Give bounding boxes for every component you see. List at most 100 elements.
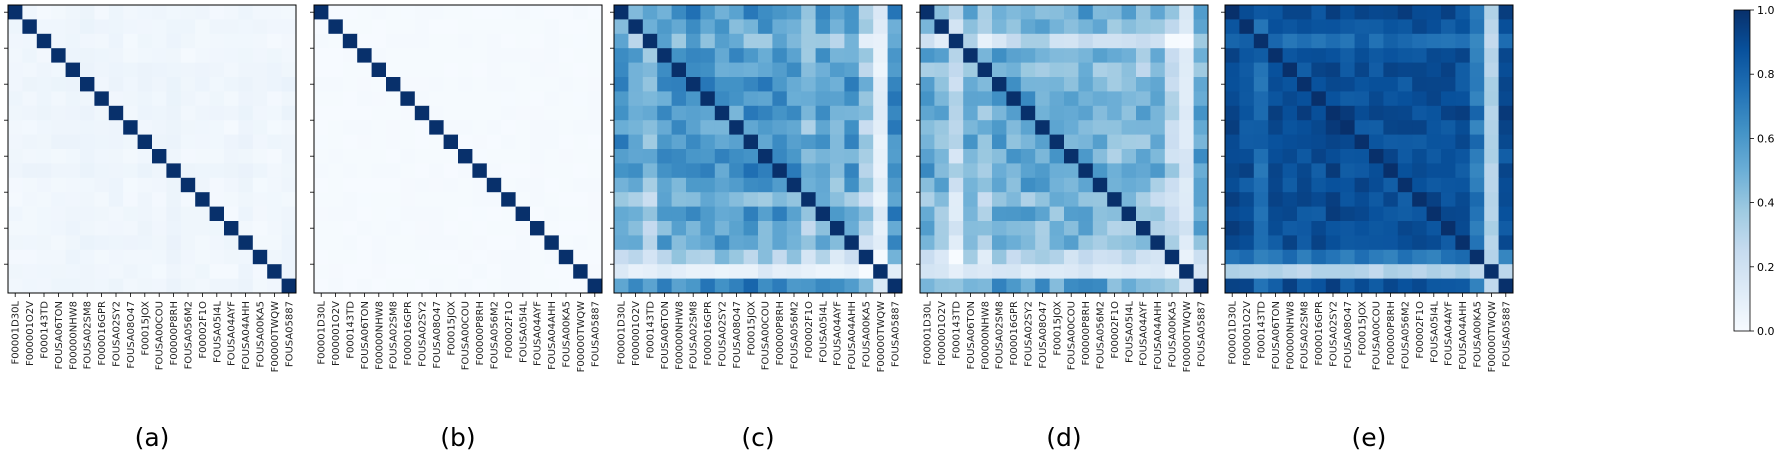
heatmap-cell xyxy=(1193,221,1209,236)
heatmap-cell xyxy=(400,264,416,279)
heatmap-cell xyxy=(36,33,52,49)
heatmap-frame xyxy=(313,4,603,294)
x-tick-label: F00002F1O xyxy=(804,301,815,359)
heatmap-cell xyxy=(743,5,759,20)
heatmap-cell xyxy=(1150,120,1166,135)
heatmap-cell xyxy=(1107,91,1122,107)
heatmap-cell xyxy=(1035,5,1050,20)
heatmap-cell xyxy=(1006,105,1022,121)
heatmap-cell xyxy=(400,235,416,251)
heatmap-cell xyxy=(1268,105,1283,121)
heatmap-cell xyxy=(486,77,502,92)
heatmap-cell xyxy=(1020,278,1036,294)
heatmap-cell xyxy=(357,91,372,107)
heatmap-cell xyxy=(224,91,239,107)
heatmap-cell xyxy=(1369,5,1384,20)
heatmap-cell xyxy=(357,278,372,294)
heatmap-cell xyxy=(1282,235,1298,251)
heatmap-cell xyxy=(1455,206,1471,222)
heatmap-cell xyxy=(414,264,430,279)
heatmap-cell xyxy=(887,177,903,193)
heatmap-cell xyxy=(429,149,444,164)
heatmap-cell xyxy=(108,163,124,179)
x-tick-label: FOUSA06TON xyxy=(1271,301,1282,370)
heatmap-cell xyxy=(948,206,964,222)
heatmap-cell xyxy=(281,177,297,193)
heatmap-cell xyxy=(1282,177,1298,193)
heatmap-cell xyxy=(80,163,95,179)
heatmap-cell xyxy=(801,278,816,294)
heatmap-cell xyxy=(671,62,687,78)
heatmap-cell xyxy=(443,149,459,164)
x-tick-label: FOUSA06TON xyxy=(660,301,671,370)
heatmap-cell xyxy=(281,192,297,207)
heatmap-cell xyxy=(686,77,701,92)
heatmap-cell xyxy=(686,249,701,265)
heatmap-cell xyxy=(1498,77,1514,92)
heatmap-cell xyxy=(948,77,964,92)
heatmap-cell xyxy=(772,177,788,193)
heatmap-cell xyxy=(443,105,459,121)
heatmap-cell xyxy=(314,5,329,20)
heatmap-cell xyxy=(1179,77,1194,92)
heatmap-cell xyxy=(743,91,759,107)
heatmap-cell xyxy=(36,48,52,63)
heatmap-cell xyxy=(195,120,210,135)
heatmap-cell xyxy=(628,206,644,222)
heatmap-cell xyxy=(1049,149,1065,164)
heatmap-cell xyxy=(714,134,730,150)
heatmap-cell xyxy=(314,163,329,179)
heatmap-cell xyxy=(1107,48,1122,63)
heatmap-cell xyxy=(1092,221,1108,236)
heatmap-cell xyxy=(51,221,66,236)
heatmap-cell xyxy=(887,235,903,251)
heatmap-cell xyxy=(1369,62,1384,78)
heatmap-cell xyxy=(36,91,52,107)
heatmap-cell xyxy=(472,48,488,63)
heatmap-cell xyxy=(252,105,268,121)
heatmap-cell xyxy=(267,48,282,63)
heatmap-cell xyxy=(844,19,860,35)
heatmap-cell xyxy=(458,77,473,92)
heatmap-cell xyxy=(1253,33,1269,49)
heatmap-cell xyxy=(386,134,401,150)
heatmap-cell xyxy=(1239,5,1255,20)
heatmap-cell xyxy=(1325,5,1341,20)
heatmap-cell xyxy=(614,19,629,35)
heatmap-cell xyxy=(1064,77,1079,92)
heatmap-cell xyxy=(1121,105,1137,121)
heatmap-cell xyxy=(628,221,644,236)
heatmap-cell xyxy=(530,249,545,265)
heatmap-cell xyxy=(195,264,210,279)
heatmap-cell xyxy=(1121,177,1137,193)
heatmap-cell xyxy=(1426,91,1442,107)
heatmap-cell xyxy=(36,177,52,193)
heatmap-cell xyxy=(1049,278,1065,294)
heatmap-cell xyxy=(1498,5,1514,20)
heatmap-cell xyxy=(1484,221,1499,236)
heatmap-cell xyxy=(8,177,23,193)
heatmap-cell xyxy=(1179,105,1194,121)
heatmap-cell xyxy=(934,48,950,63)
heatmap-cell xyxy=(873,221,888,236)
heatmap-cell xyxy=(443,206,459,222)
heatmap-cell xyxy=(400,149,416,164)
heatmap-cell xyxy=(123,278,138,294)
heatmap-cell xyxy=(1064,192,1079,207)
heatmap-cell xyxy=(628,48,644,63)
heatmap-cell xyxy=(992,77,1007,92)
heatmap-cell xyxy=(314,221,329,236)
heatmap-cell xyxy=(429,62,444,78)
heatmap-cell xyxy=(1107,177,1122,193)
x-tick-label: F00000NHW8 xyxy=(1285,301,1296,370)
heatmap-cell xyxy=(414,249,430,265)
heatmap-cell xyxy=(977,249,993,265)
heatmap-cell xyxy=(1484,235,1499,251)
heatmap-cell xyxy=(963,105,978,121)
heatmap-cell xyxy=(224,5,239,20)
heatmap-cell xyxy=(357,77,372,92)
heatmap-cell xyxy=(758,134,773,150)
heatmap-cell xyxy=(1340,62,1355,78)
heatmap-cell xyxy=(195,221,210,236)
heatmap-cell xyxy=(1064,249,1079,265)
